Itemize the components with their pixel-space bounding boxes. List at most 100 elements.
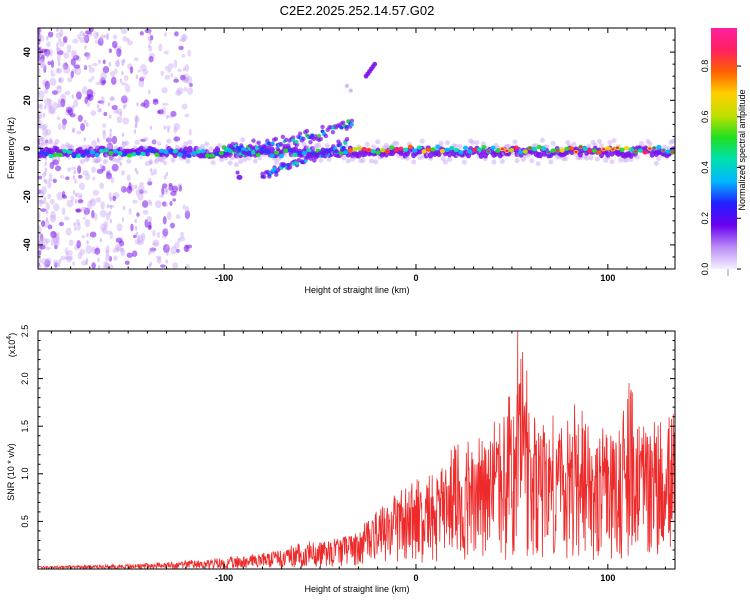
noise-speckle xyxy=(120,82,128,86)
band-haze xyxy=(647,141,653,147)
noise-speckle xyxy=(67,77,73,83)
band-hotspot xyxy=(564,146,570,151)
figure-title: C2E2.2025.252.14.57.G02 xyxy=(280,3,435,18)
noise-speckle xyxy=(42,127,48,137)
arm-upper xyxy=(263,144,268,149)
noise-speckle xyxy=(63,65,71,74)
noise-speckle xyxy=(38,232,43,241)
noise-speckle xyxy=(77,222,81,231)
noise-speckle xyxy=(158,43,163,52)
colorbar-ticks: 0.0 0.2 0.4 0.6 0.8 xyxy=(700,60,741,276)
noise-speckle xyxy=(38,189,42,195)
noise-speckle xyxy=(150,172,155,176)
band-hotspot xyxy=(154,152,160,158)
noise-speckle xyxy=(67,49,71,53)
noise-streak xyxy=(97,257,100,263)
noise-speckle xyxy=(130,223,134,232)
band-haze xyxy=(126,158,132,164)
band-hotspot xyxy=(637,148,644,153)
noise-speckle xyxy=(105,244,110,254)
snr-axes: -100 0 100 0.5 1.0 1.5 2.0 2.5 xyxy=(20,325,675,583)
noise-speckle xyxy=(143,136,149,141)
arm-upper xyxy=(232,147,237,152)
noise-streak xyxy=(44,167,47,172)
noise-speckle xyxy=(129,66,134,74)
noise-speckle xyxy=(148,221,152,229)
noise-streak xyxy=(149,39,152,45)
noise-speckle xyxy=(75,208,81,213)
band-hotspot xyxy=(301,151,307,156)
noise-speckle xyxy=(43,88,49,94)
noise-streak xyxy=(134,184,138,189)
arm-upper-hot xyxy=(237,148,242,152)
arm-upper xyxy=(259,150,265,156)
noise-speckle xyxy=(38,104,42,109)
noise-speckle xyxy=(52,101,59,111)
noise-speckle xyxy=(39,137,45,141)
noise-streak xyxy=(163,175,167,180)
noise-speckle xyxy=(172,262,179,269)
noise-streak xyxy=(99,79,102,84)
noise-speckle xyxy=(135,189,140,196)
noise-streak xyxy=(72,128,75,133)
noise-speckle xyxy=(139,77,145,82)
band-hotspot xyxy=(389,145,395,150)
band-hotspot xyxy=(453,147,459,153)
noise-speckle xyxy=(38,59,44,64)
band-hotspot xyxy=(48,153,54,159)
noise-speckle xyxy=(105,212,110,221)
noise-streak xyxy=(56,42,59,47)
band-peak xyxy=(574,150,578,154)
band-hotspot xyxy=(209,153,215,158)
noise-speckle xyxy=(44,80,50,90)
noise-streak xyxy=(83,64,87,70)
band-hotspot xyxy=(39,150,45,155)
noise-speckle xyxy=(60,98,66,108)
band-hotspot xyxy=(421,149,427,154)
arm-upper xyxy=(323,133,329,139)
band-hotspot xyxy=(158,148,165,154)
band-hotspot xyxy=(195,149,202,154)
noise-speckle xyxy=(38,264,42,269)
arm-upper-hot xyxy=(291,138,296,142)
noise-speckle xyxy=(38,90,45,99)
noise-speckle xyxy=(49,198,55,205)
noise-speckle xyxy=(116,223,123,232)
noise-speckle xyxy=(126,174,131,182)
noise-streak xyxy=(119,78,123,83)
arm-upper xyxy=(294,142,299,147)
colorbar-tick-label: 0.8 xyxy=(700,60,710,73)
noise-speckle xyxy=(38,90,41,95)
arm-lower-hot xyxy=(343,141,348,145)
noise-streak xyxy=(71,94,74,99)
band-haze xyxy=(242,156,248,162)
band-hotspot xyxy=(274,150,280,155)
band-haze xyxy=(84,157,90,163)
noise-streak xyxy=(134,226,138,231)
noise-speckle xyxy=(144,219,149,228)
noise-streak xyxy=(97,139,100,144)
noise-speckle xyxy=(177,68,182,73)
band-haze xyxy=(240,137,246,143)
noise-streak xyxy=(108,210,112,216)
noise-speckle xyxy=(182,66,187,72)
noise-speckle xyxy=(178,38,185,42)
noise-speckle xyxy=(173,122,181,131)
noise-speckle xyxy=(115,246,122,252)
noise-streak xyxy=(45,179,48,184)
noise-speckle xyxy=(173,78,180,83)
noise-speckle xyxy=(142,68,149,76)
noise-speckle xyxy=(139,189,144,195)
noise-speckle xyxy=(169,201,173,206)
noise-speckle xyxy=(179,74,186,81)
isolated-blob xyxy=(236,174,243,180)
band-haze xyxy=(624,157,630,163)
noise-speckle xyxy=(38,262,41,268)
noise-streak xyxy=(106,35,109,41)
band-hotspot xyxy=(476,147,482,152)
noise-speckle xyxy=(38,189,45,195)
noise-streak xyxy=(72,190,76,195)
noise-speckle xyxy=(187,49,191,57)
snr-xtick-label: 0 xyxy=(413,573,418,583)
snr-ytick-label: 1.0 xyxy=(20,468,30,481)
